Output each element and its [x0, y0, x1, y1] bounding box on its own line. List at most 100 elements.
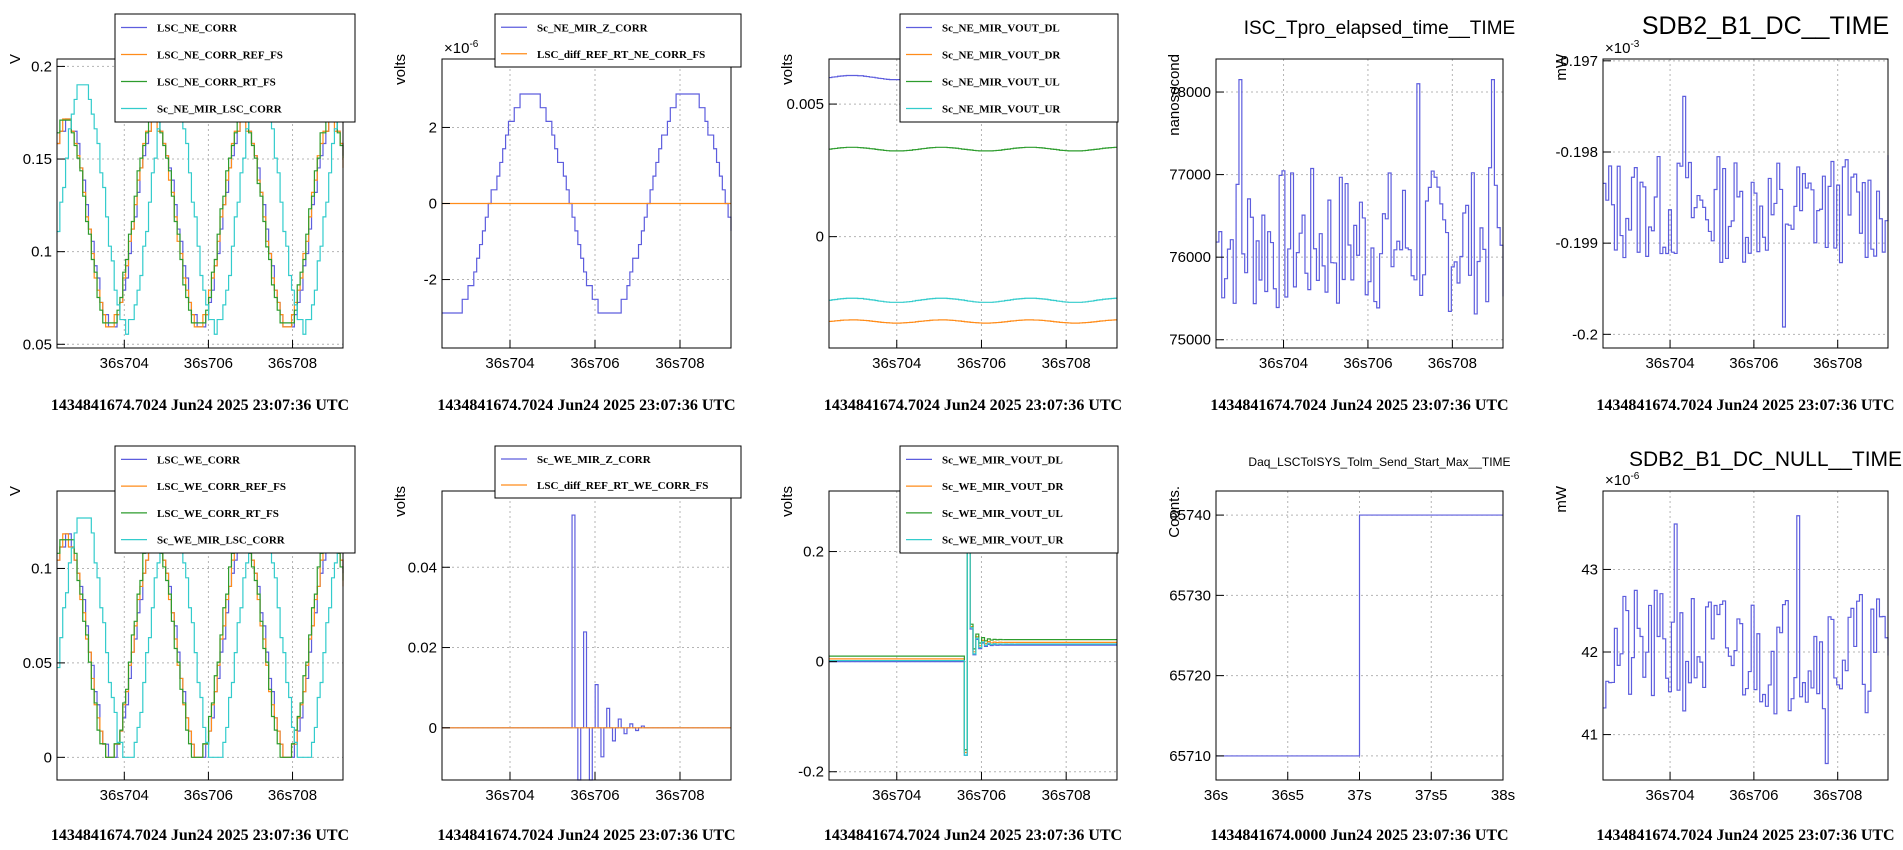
- chart-panel-p00: 36s704 36s706 36s708 0.05 0.1 0.15 0.2 V 1434841…: [7, 13, 356, 414]
- series-line-Sc_NE_MIR_VOUT_UL: [829, 146, 1117, 152]
- x-tick-label: 36s704: [485, 355, 534, 372]
- legend-entry: Sc_WE_MIR_VOUT_DR: [942, 481, 1064, 493]
- y-tick-label: 0.04: [408, 559, 437, 576]
- legend-entry: LSC_NE_CORR_REF_FS: [157, 50, 283, 62]
- y-tick-label: 2: [429, 119, 437, 136]
- x-tick-label: 37s: [1347, 787, 1371, 804]
- chart-panel-p01: 36s704 36s706 36s708 -2 0 2 volts ×10-6 14348416…: [392, 13, 742, 414]
- x-tick-label: 36s708: [1813, 355, 1862, 372]
- x-tick-label: 36s706: [184, 355, 233, 372]
- y-axis-label: V: [7, 54, 24, 64]
- legend-box: [494, 13, 742, 68]
- timestamp-footer: 1434841674.7024 Jun24 2025 23:07:36 UTC: [51, 397, 349, 414]
- chart-panel-p14: 36s704 36s706 36s708 41 42 43 mW ×10-6SDB2_B1_D…: [1553, 448, 1902, 844]
- legend-entry: LSC_diff_REF_RT_NE_CORR_FS: [537, 49, 705, 61]
- legend-box: [899, 13, 1119, 123]
- legend-entry: Sc_WE_MIR_Z_CORR: [537, 454, 652, 466]
- series-line-series-0: [1216, 514, 1503, 757]
- series-line-Sc_WE_MIR_VOUT_UR: [829, 509, 1117, 756]
- series-line-series-0: [1603, 515, 1889, 765]
- x-tick-label: 38s: [1491, 787, 1515, 804]
- x-tick-label: 36s708: [1042, 355, 1091, 372]
- chart-title: ISC_Tpro_elapsed_time__TIME: [1244, 18, 1515, 39]
- y-tick-label: 0.005: [786, 96, 824, 113]
- x-tick-label: 36s706: [957, 355, 1006, 372]
- y-tick-label: 65740: [1169, 507, 1211, 524]
- series-line-Sc_NE_MIR_Z_CORR: [442, 93, 732, 314]
- x-tick-label: 36s706: [1343, 355, 1392, 372]
- legend-entry: Sc_WE_MIR_VOUT_UR: [942, 535, 1064, 547]
- y-tick-label: 0.15: [23, 151, 52, 168]
- series-line-Sc_WE_MIR_VOUT_UL: [829, 517, 1117, 751]
- y-axis-label: mW: [1553, 485, 1570, 512]
- y-tick-label: 0: [816, 654, 824, 671]
- y-tick-label: 42: [1581, 644, 1598, 661]
- series-line-Sc_WE_MIR_LSC_CORR: [57, 517, 344, 758]
- series-line-Sc_NE_MIR_VOUT_UR: [829, 297, 1117, 303]
- timestamp-footer: 1434841674.7024 Jun24 2025 23:07:36 UTC: [1596, 827, 1894, 844]
- chart-title: Daq_LSCToISYS_Tolm_Send_Start_Max__TIME: [1248, 455, 1510, 469]
- y-axis-label: volts: [779, 54, 796, 85]
- legend-entry: Sc_WE_MIR_VOUT_DL: [942, 454, 1063, 466]
- y-axis-label: V: [7, 486, 24, 496]
- y-axis-label: nanosecond: [1166, 54, 1183, 136]
- axis-exponent-power: -6: [469, 39, 478, 50]
- legend-entry: LSC_diff_REF_RT_WE_CORR_FS: [537, 480, 708, 492]
- y-tick-label: 65710: [1169, 748, 1211, 765]
- chart-panel-p13: 36s 36s5 37s 37s5 38s 65710 65720 65730 65740Cou…: [1166, 455, 1515, 844]
- x-tick-label: 36s708: [268, 355, 317, 372]
- axis-exponent: ×10-6: [1605, 471, 1640, 489]
- axis-exponent-power: -3: [1630, 39, 1639, 50]
- x-tick-label: 36s704: [1259, 355, 1308, 372]
- y-axis-label: mW: [1553, 53, 1570, 80]
- legend-entry: LSC_WE_CORR: [157, 454, 241, 466]
- timestamp-footer: 1434841674.7024 Jun24 2025 23:07:36 UTC: [437, 397, 735, 414]
- legend-entry: Sc_NE_MIR_VOUT_UR: [942, 104, 1061, 116]
- x-tick-label: 36s706: [570, 355, 619, 372]
- timestamp-footer: 1434841674.0000 Jun24 2025 23:07:36 UTC: [1210, 827, 1508, 844]
- series-line-Sc_NE_MIR_LSC_CORR: [57, 84, 344, 335]
- timestamp-footer: 1434841674.7024 Jun24 2025 23:07:36 UTC: [824, 397, 1122, 414]
- x-tick-label: 36s708: [1813, 787, 1862, 804]
- x-tick-label: 36s704: [100, 355, 149, 372]
- timestamp-footer: 1434841674.7024 Jun24 2025 23:07:36 UTC: [51, 827, 349, 844]
- y-axis-label: volts: [779, 486, 796, 517]
- y-tick-label: 0.1: [31, 560, 52, 577]
- legend-entry: LSC_WE_CORR_RT_FS: [157, 508, 279, 520]
- plot-frame: [1602, 490, 1889, 781]
- y-tick-label: 0: [816, 229, 824, 246]
- x-tick-label: 36s704: [485, 787, 534, 804]
- y-tick-label: -0.199: [1555, 235, 1598, 252]
- series-line-LSC_WE_CORR_RT_FS: [57, 525, 344, 758]
- x-tick-label: 37s5: [1415, 787, 1448, 804]
- series-line-series-0: [1603, 95, 1889, 328]
- series-line-Sc_WE_MIR_VOUT_DL: [829, 512, 1117, 756]
- y-tick-label: 0.05: [23, 336, 52, 353]
- y-tick-label: 0: [429, 196, 437, 213]
- chart-panel-p03: 36s704 36s706 36s708 75000 76000 77000 78000na…: [1166, 18, 1515, 414]
- legend-entry: LSC_WE_CORR_REF_FS: [157, 481, 286, 493]
- series-line-series-0: [1216, 79, 1504, 315]
- x-tick-label: 36s704: [1645, 787, 1694, 804]
- x-tick-label: 36s704: [100, 787, 149, 804]
- legend-entry: Sc_NE_MIR_VOUT_DR: [942, 50, 1061, 62]
- legend-box: [899, 445, 1119, 554]
- y-tick-label: -0.2: [798, 764, 824, 781]
- y-tick-label: 65730: [1169, 587, 1211, 604]
- x-tick-label: 36s708: [1042, 787, 1091, 804]
- axis-exponent-power: -6: [1630, 471, 1639, 482]
- x-tick-label: 36s5: [1271, 787, 1304, 804]
- x-tick-label: 36s706: [957, 787, 1006, 804]
- chart-panel-p12: 36s704 36s706 36s708 -0.2 0 0.2 volts 143484167…: [779, 445, 1122, 844]
- y-tick-label: -0.198: [1555, 144, 1598, 161]
- x-tick-label: 36s706: [570, 787, 619, 804]
- legend-box: [114, 445, 356, 554]
- chart-title: SDB2_B1_DC_NULL__TIME: [1629, 448, 1902, 471]
- y-tick-label: 77000: [1169, 167, 1211, 184]
- timestamp-footer: 1434841674.7024 Jun24 2025 23:07:36 UTC: [1596, 397, 1894, 414]
- y-tick-label: 0.05: [23, 655, 52, 672]
- timestamp-footer: 1434841674.7024 Jun24 2025 23:07:36 UTC: [1210, 397, 1508, 414]
- y-tick-label: 65720: [1169, 668, 1211, 685]
